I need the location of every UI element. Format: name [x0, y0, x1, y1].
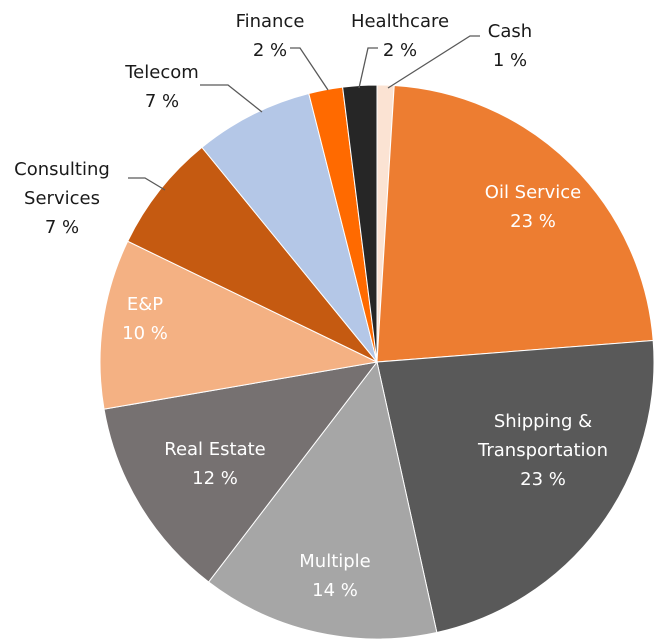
- pie-slice: [201, 92, 378, 363]
- slice-name: E&P: [126, 294, 164, 315]
- slice-label: Healthcare 2 %: [351, 7, 449, 65]
- slice-name: Multiple: [299, 551, 371, 572]
- slice-value: 7 %: [144, 91, 180, 112]
- leader-line: [358, 47, 378, 89]
- slice-name: Shipping & Transportation: [478, 411, 608, 461]
- slice-name: Consulting Services: [14, 159, 110, 209]
- slice-name: Oil Service: [484, 182, 582, 203]
- pie-slice: [99, 240, 379, 410]
- slice-label: E&P 10 %: [122, 290, 168, 348]
- slice-value: 14 %: [312, 580, 358, 601]
- slice-value: 23 %: [510, 211, 556, 232]
- slice-name: Telecom: [125, 62, 199, 83]
- slice-value: 2 %: [382, 40, 418, 61]
- slice-label: Cash 1 %: [488, 17, 532, 75]
- slice-name: Finance: [235, 11, 305, 32]
- slice-label: Shipping & Transportation 23 %: [448, 407, 638, 494]
- slice-label: Multiple 14 %: [299, 547, 371, 605]
- leader-line: [387, 35, 480, 89]
- slice-name: Cash: [487, 21, 533, 42]
- slice-label: Consulting Services 7 %: [2, 155, 122, 242]
- pie-slice: [127, 146, 378, 363]
- slice-value: 1 %: [492, 50, 528, 71]
- leader-line: [200, 84, 263, 113]
- slice-label: Finance 2 %: [236, 7, 305, 65]
- leader-line: [128, 177, 166, 191]
- slice-value: 12 %: [192, 468, 238, 489]
- slice-label: Telecom 7 %: [125, 58, 199, 116]
- slice-value: 2 %: [252, 40, 288, 61]
- pie-slice: [376, 85, 654, 363]
- slice-name: Real Estate: [164, 439, 266, 460]
- leader-line: [290, 47, 329, 91]
- pie-slice: [207, 360, 438, 640]
- slice-value: 10 %: [122, 323, 168, 344]
- slice-value: 23 %: [520, 469, 566, 490]
- pie-slice: [103, 361, 379, 583]
- slice-value: 7 %: [44, 217, 80, 238]
- slice-name: Healthcare: [350, 11, 450, 32]
- slice-label: Real Estate 12 %: [164, 435, 266, 493]
- pie-slice: [376, 339, 654, 634]
- slice-label: Oil Service 23 %: [485, 178, 581, 236]
- leader-lines: [128, 35, 480, 191]
